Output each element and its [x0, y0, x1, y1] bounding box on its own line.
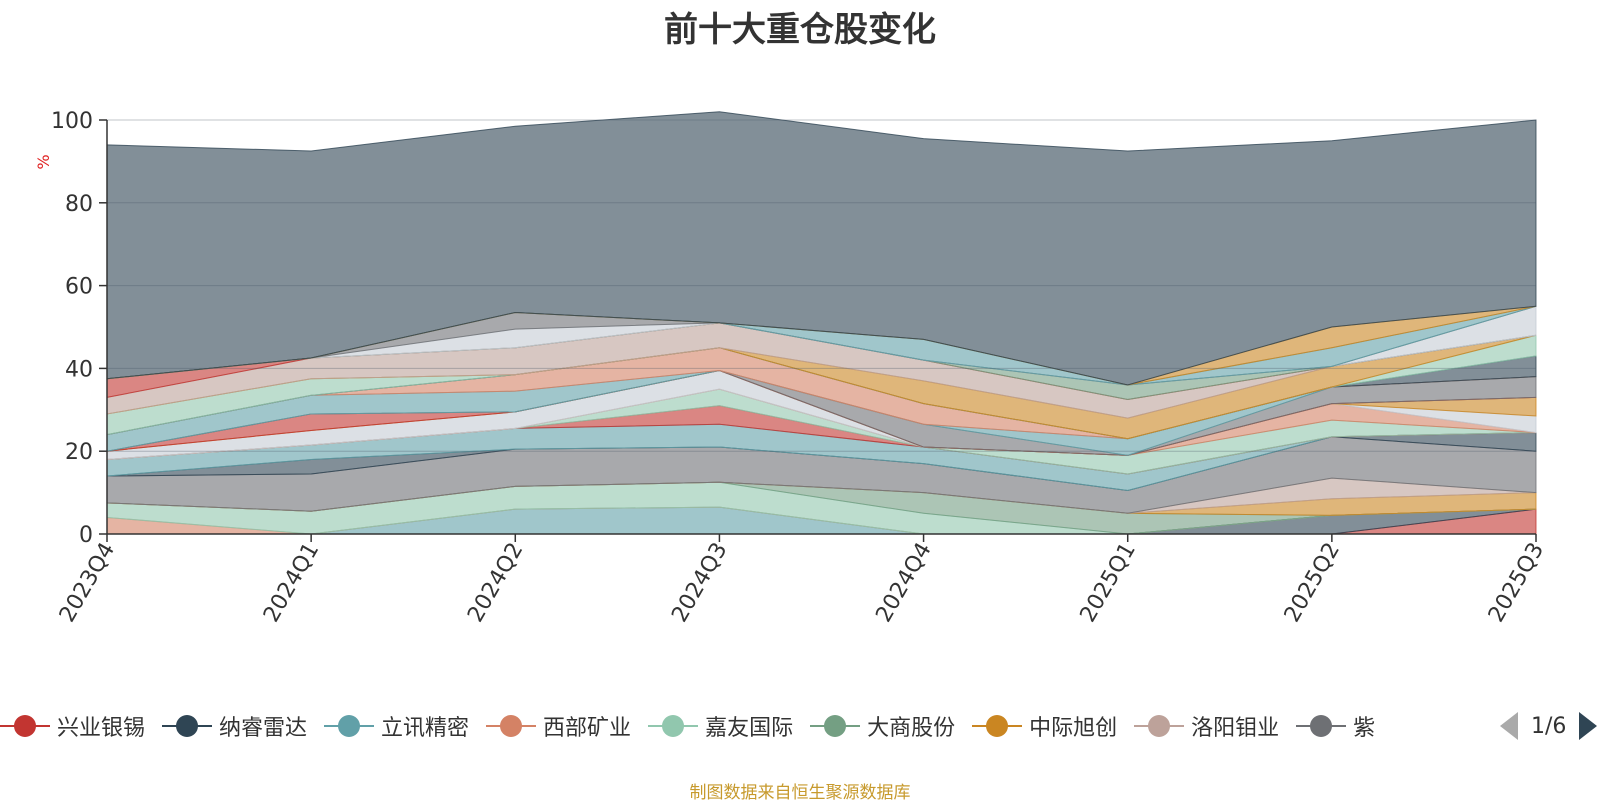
- x-tick-label: 2024Q3: [667, 539, 732, 627]
- legend-marker-icon: [648, 714, 699, 738]
- grid-lines: [107, 119, 1536, 452]
- area-series-layer: [106, 111, 1537, 535]
- legend-label: 立讯精密: [381, 716, 470, 741]
- x-tick-label: 2025Q3: [1484, 539, 1549, 627]
- legend-pager: 1/6: [1500, 708, 1600, 744]
- legend-page-indicator: 1/6: [1531, 713, 1567, 739]
- legend-label: 洛阳钼业: [1191, 716, 1280, 741]
- source-note: 制图数据来自恒生聚源数据库: [689, 783, 911, 803]
- legend: 兴业银锡 纳睿雷达 立讯精密 西部矿业 嘉友国际 大商股份 中际旭创 洛阳钼业 紫 1/6: [0, 708, 1600, 744]
- chart-title: 前十大重仓股变化: [664, 10, 936, 50]
- legend-label: 中际旭创: [1029, 716, 1118, 741]
- legend-label: 大商股份: [867, 716, 956, 741]
- legend-marker-icon: [324, 714, 375, 738]
- legend-item[interactable]: 紫: [1296, 708, 1375, 744]
- legend-item[interactable]: 洛阳钼业: [1134, 708, 1279, 744]
- legend-marker-icon: [0, 714, 50, 738]
- x-tick-label: 2024Q2: [463, 539, 528, 627]
- legend-item[interactable]: 大商股份: [810, 708, 955, 744]
- legend-prev-page-button[interactable]: [1500, 712, 1518, 740]
- legend-label: 嘉友国际: [705, 716, 794, 741]
- legend-label: 西部矿业: [543, 716, 632, 741]
- y-tick-label: 0: [79, 523, 93, 548]
- area-series-31: [106, 111, 1537, 386]
- y-tick-label: 60: [65, 275, 93, 300]
- x-tick-label: 2025Q1: [1076, 539, 1141, 627]
- legend-marker-icon: [486, 714, 537, 738]
- legend-marker-icon: [810, 714, 861, 738]
- legend-label: 紫: [1353, 716, 1376, 741]
- legend-label: 纳睿雷达: [219, 716, 308, 741]
- x-tick-label: 2023Q4: [55, 539, 120, 627]
- legend-marker-icon: [1296, 714, 1347, 738]
- legend-next-page-button[interactable]: [1579, 712, 1598, 740]
- legend-item[interactable]: 中际旭创: [972, 708, 1117, 744]
- legend-marker-icon: [162, 714, 213, 738]
- legend-item[interactable]: 纳睿雷达: [162, 708, 307, 744]
- y-tick-label: 20: [65, 440, 93, 465]
- legend-marker-icon: [1134, 714, 1185, 738]
- legend-items: 兴业银锡 纳睿雷达 立讯精密 西部矿业 嘉友国际 大商股份 中际旭创 洛阳钼业 紫: [0, 708, 1470, 744]
- y-tick-label: 40: [65, 357, 93, 382]
- y-tick-label: 100: [51, 109, 93, 134]
- legend-marker-icon: [972, 714, 1023, 738]
- legend-item[interactable]: 西部矿业: [486, 708, 631, 744]
- y-tick-label: 80: [65, 192, 93, 217]
- y-axis-unit-label: %: [34, 154, 53, 169]
- chart-plot: 0 20 40 60 80 100 2023Q4 2024Q1 2024Q2 2024Q3 2024…: [34, 109, 1549, 627]
- legend-item[interactable]: 嘉友国际: [648, 708, 793, 744]
- x-tick-label: 2024Q4: [871, 539, 936, 627]
- x-tick-label: 2025Q2: [1280, 539, 1345, 627]
- x-tick-label: 2024Q1: [259, 539, 324, 627]
- legend-item[interactable]: 立讯精密: [324, 708, 469, 744]
- legend-item[interactable]: 兴业银锡: [0, 708, 145, 744]
- legend-label: 兴业银锡: [57, 716, 146, 741]
